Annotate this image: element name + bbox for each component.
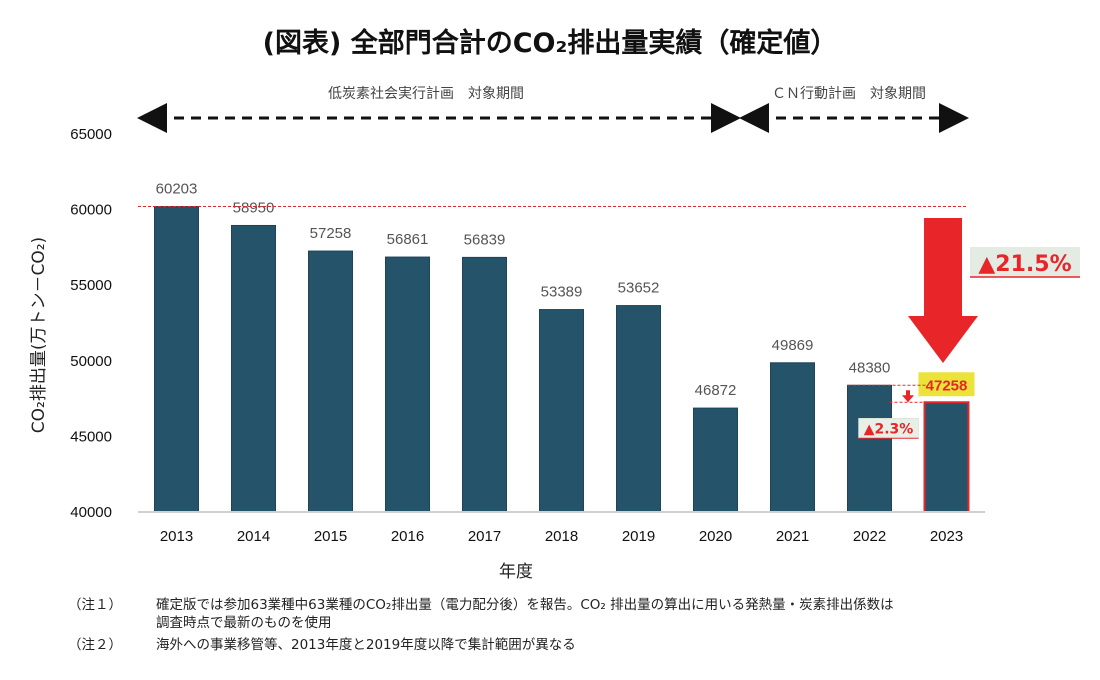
bar-2022 [847,384,892,513]
period-label: 低炭素社会実行計画 対象期間 [328,86,524,102]
bar-2019 [616,305,661,513]
x-tick-label: 2023 [930,528,963,545]
data-label: 57258 [310,225,352,242]
x-tick-label: 2013 [160,528,193,545]
x-tick-label: 2022 [853,528,886,545]
bar-2017 [462,256,507,513]
data-label: 53389 [541,284,583,301]
note-1: （注１） 確定版では参加63業種中63業種のCO₂排出量（電力配分後）を報告。CO… [68,596,894,632]
y-tick-label: 50000 [70,353,112,370]
data-label: 53652 [618,280,660,297]
bar-2023 [923,401,970,513]
note-1-line-1: 確定版では参加63業種中63業種のCO₂排出量（電力配分後）を報告。CO₂ 排出… [156,597,894,613]
data-label: 46872 [695,382,737,399]
bars: 60203 58950 57258 56861 56839 53389 53652 46872… [154,181,970,513]
y-axis-label: CO₂排出量(万トン－CO₂) [29,237,49,433]
note-2-line-1: 海外への事業移管等、2013年度と2019年度以降で集計範囲が異なる [156,637,576,653]
data-label: 60203 [156,181,198,198]
bar-2015 [308,250,353,513]
x-tick-label: 2021 [776,528,809,545]
highlight-data-label: 47258 [926,377,968,394]
note-1-tag: （注１） [68,597,122,613]
note-2-tag: （注２） [68,637,122,653]
bar-2014 [231,224,276,513]
x-tick-label: 2017 [468,528,501,545]
bar-2016 [385,256,430,513]
x-tick-label: 2015 [314,528,347,545]
data-label: 58950 [233,199,275,216]
bar-2018 [539,309,584,513]
y-tick-label: 45000 [70,428,112,445]
bar-2013 [154,206,199,513]
total-change-label: ▲21.5% [978,252,1071,277]
y-tick-label: 40000 [70,504,112,521]
y-tick-label: 55000 [70,277,112,294]
x-tick-label: 2019 [622,528,655,545]
data-label: 56861 [387,231,429,248]
yoy-down-arrow-icon [902,390,914,403]
note-1-line-2: 調査時点で最新のものを使用 [156,615,332,631]
period-arrows: 低炭素社会実行計画 対象期間 ＣＮ行動計画 対象期間 [137,86,969,133]
x-tick-label: 2020 [699,528,732,545]
data-label: 56839 [464,231,506,248]
x-tick-label: 2014 [237,528,270,545]
y-tick-label: 60000 [70,202,112,219]
data-label: 49869 [772,337,814,354]
total-badge-bg [970,247,1080,277]
chart-title: (図表) 全部門合計のCO₂排出量実績（確定値） [263,27,838,59]
x-tick-label: 2016 [391,528,424,545]
yoy-change-label: ▲2.3% [864,421,914,437]
total-down-arrow-icon [908,218,978,363]
y-axis: 40000 45000 50000 55000 60000 65000 [70,126,112,521]
y-tick-label: 65000 [70,126,112,143]
period-label: ＣＮ行動計画 対象期間 [772,86,926,102]
highlight-label-bg [918,372,975,397]
annotations: 47258 ▲2.3% ▲21.5% [138,206,1080,439]
bar-2020 [693,407,738,513]
note-2: （注２） 海外への事業移管等、2013年度と2019年度以降で集計範囲が異なる [68,636,576,654]
x-axis: 2013 2014 2015 2016 2017 2018 2019 2020 2021 2022… [138,511,985,545]
x-axis-label: 年度 [499,562,533,582]
bar-2021 [770,362,815,513]
data-label: 48380 [849,359,891,376]
x-tick-label: 2018 [545,528,578,545]
